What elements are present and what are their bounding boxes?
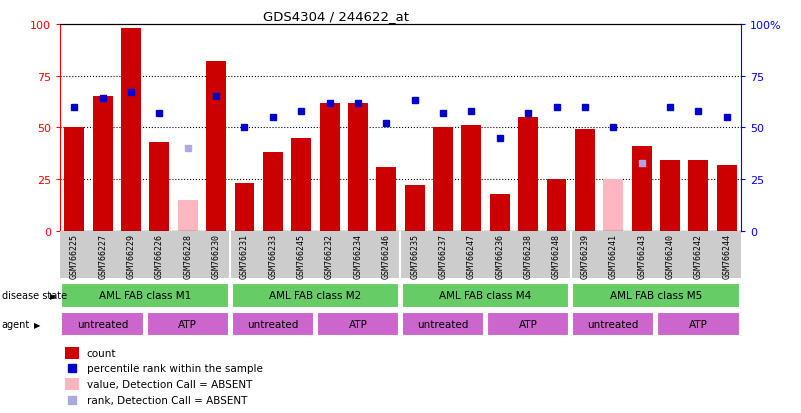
Text: GSM766247: GSM766247	[467, 234, 476, 278]
Text: ATP: ATP	[689, 319, 708, 329]
Text: GSM766232: GSM766232	[325, 234, 334, 278]
Bar	[320, 103, 340, 231]
Text: GSM766229: GSM766229	[127, 234, 135, 278]
Text: AML FAB class M4: AML FAB class M4	[440, 290, 532, 300]
Bar	[121, 29, 141, 231]
Text: GDS4304 / 244622_at: GDS4304 / 244622_at	[264, 10, 409, 23]
Bar	[65, 378, 79, 390]
Text: GSM766233: GSM766233	[268, 234, 277, 278]
Bar	[178, 200, 198, 231]
Text: ▶: ▶	[34, 320, 40, 329]
Text: GSM766244: GSM766244	[723, 234, 731, 278]
Text: GSM766243: GSM766243	[637, 234, 646, 278]
Bar	[231, 283, 399, 309]
Text: ATP: ATP	[519, 319, 537, 329]
Text: agent: agent	[2, 319, 30, 330]
Text: value, Detection Call = ABSENT: value, Detection Call = ABSENT	[87, 379, 252, 389]
Bar	[717, 165, 737, 231]
Text: ATP: ATP	[348, 319, 368, 329]
Text: GSM766230: GSM766230	[211, 234, 220, 278]
Bar	[65, 347, 79, 359]
Text: GSM766227: GSM766227	[99, 234, 107, 278]
Text: rank, Detection Call = ABSENT: rank, Detection Call = ABSENT	[87, 394, 247, 405]
Text: GSM766235: GSM766235	[410, 234, 419, 278]
Bar	[433, 128, 453, 231]
Text: count: count	[87, 348, 116, 358]
Text: AML FAB class M1: AML FAB class M1	[99, 290, 191, 300]
Text: ▶: ▶	[50, 291, 57, 300]
Text: GSM766238: GSM766238	[524, 234, 533, 278]
Bar	[147, 312, 229, 337]
Text: GSM766231: GSM766231	[240, 234, 249, 278]
Text: untreated: untreated	[248, 319, 299, 329]
Bar	[658, 312, 739, 337]
Bar	[405, 186, 425, 231]
Text: GSM766234: GSM766234	[353, 234, 362, 278]
Bar	[572, 283, 739, 309]
Bar	[235, 184, 255, 231]
Bar	[461, 126, 481, 231]
Bar	[518, 118, 538, 231]
Bar	[402, 283, 570, 309]
Text: GSM766245: GSM766245	[296, 234, 306, 278]
Text: GSM766225: GSM766225	[70, 234, 78, 278]
Text: ATP: ATP	[179, 319, 197, 329]
Bar	[575, 130, 595, 231]
Text: GSM766239: GSM766239	[581, 234, 590, 278]
Text: GSM766242: GSM766242	[694, 234, 702, 278]
Bar	[150, 142, 169, 231]
Bar	[376, 167, 396, 231]
Bar	[572, 312, 654, 337]
Bar	[62, 283, 229, 309]
Text: untreated: untreated	[417, 319, 469, 329]
Text: GSM766241: GSM766241	[609, 234, 618, 278]
Text: GSM766237: GSM766237	[439, 234, 448, 278]
Bar	[490, 194, 509, 231]
Bar	[688, 161, 708, 231]
Text: AML FAB class M2: AML FAB class M2	[269, 290, 361, 300]
Text: untreated: untreated	[588, 319, 639, 329]
Text: GSM766248: GSM766248	[552, 234, 561, 278]
Bar	[231, 312, 314, 337]
Bar	[487, 312, 570, 337]
Bar	[93, 97, 113, 231]
Bar	[402, 312, 484, 337]
Bar	[64, 128, 84, 231]
Bar	[263, 153, 283, 231]
Bar	[348, 103, 368, 231]
Bar	[206, 62, 226, 231]
Text: AML FAB class M5: AML FAB class M5	[610, 290, 702, 300]
Bar	[660, 161, 680, 231]
Text: untreated: untreated	[77, 319, 128, 329]
Text: GSM766236: GSM766236	[495, 234, 505, 278]
Bar	[632, 147, 651, 231]
Text: GSM766240: GSM766240	[666, 234, 674, 278]
Text: GSM766246: GSM766246	[382, 234, 391, 278]
Text: disease state: disease state	[2, 291, 66, 301]
Bar	[317, 312, 399, 337]
Bar	[62, 312, 143, 337]
Bar	[292, 138, 311, 231]
Text: percentile rank within the sample: percentile rank within the sample	[87, 363, 263, 374]
Bar	[546, 180, 566, 231]
Text: GSM766228: GSM766228	[183, 234, 192, 278]
Text: GSM766226: GSM766226	[155, 234, 164, 278]
Bar	[603, 180, 623, 231]
